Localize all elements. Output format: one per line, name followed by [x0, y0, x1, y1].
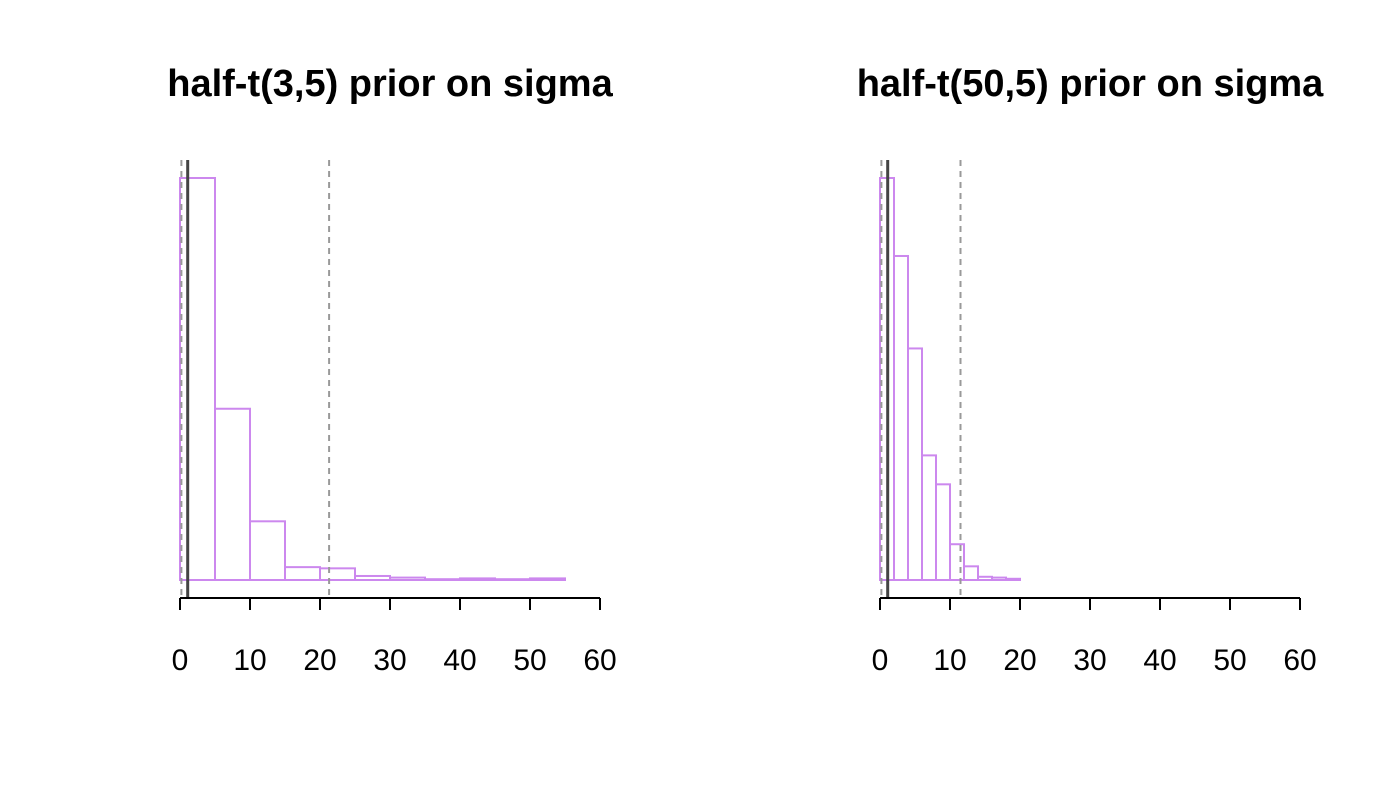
histogram-bar-1 [214, 407, 251, 581]
histogram-bar-6 [389, 576, 426, 582]
x-tick-label-1: 10 [933, 644, 966, 677]
x-tick-label-2: 20 [1003, 644, 1036, 677]
histogram-bar-9 [1005, 577, 1021, 582]
histogram-bar-0 [179, 177, 216, 581]
x-tick-label-0: 0 [872, 644, 889, 677]
x-tick-label-4: 40 [443, 644, 476, 677]
histogram-bar-8 [991, 576, 1007, 582]
histogram-bar-1 [893, 254, 909, 581]
panel-title: half-t(50,5) prior on sigma [857, 63, 1324, 105]
histogram-bar-2 [249, 520, 286, 581]
histogram-bar-9 [494, 578, 531, 581]
panel-title: half-t(3,5) prior on sigma [167, 63, 613, 105]
x-tick-label-0: 0 [172, 644, 189, 677]
histogram-bar-4 [319, 567, 356, 581]
histogram-bar-4 [935, 483, 951, 582]
histogram-bar-7 [977, 575, 993, 581]
histogram-bar-3 [921, 454, 937, 582]
x-tick-label-1: 10 [233, 644, 266, 677]
histogram-bar-10 [529, 577, 566, 582]
histogram-bar-5 [354, 574, 391, 581]
x-tick-label-2: 20 [303, 644, 336, 677]
x-tick-label-4: 40 [1143, 644, 1176, 677]
x-tick-label-5: 50 [513, 644, 546, 677]
panel-half-t-3-5: half-t(3,5) prior on sigma 0 10 20 30 40 50 60 [167, 63, 616, 677]
histogram-bar-7 [424, 578, 461, 581]
histogram-bar-8 [459, 577, 496, 582]
panel-half-t-50-5: half-t(50,5) prior on sigma 0 10 20 30 40 50 6… [857, 63, 1324, 677]
histogram-bar-2 [907, 347, 923, 581]
histogram-bar-3 [284, 566, 321, 581]
x-tick-label-6: 60 [1283, 644, 1316, 677]
x-tick-label-6: 60 [583, 644, 616, 677]
x-tick-label-5: 50 [1213, 644, 1246, 677]
x-tick-label-3: 30 [1073, 644, 1106, 677]
histogram-bar-6 [963, 565, 979, 581]
x-tick-label-3: 30 [373, 644, 406, 677]
histogram-bar-5 [949, 543, 965, 581]
